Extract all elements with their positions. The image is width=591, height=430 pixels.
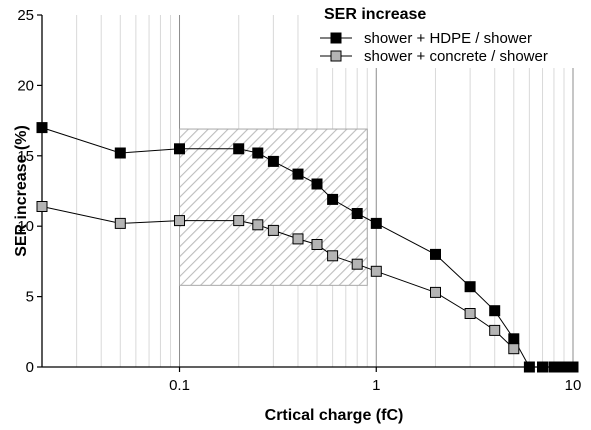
- y-tick-label: 10: [17, 218, 34, 235]
- legend-entry-hdpe: shower + HDPE / shower: [320, 30, 532, 47]
- legend-marker-concrete: [330, 50, 342, 62]
- y-tick-label: 25: [17, 7, 34, 24]
- data-point: [351, 208, 363, 219]
- data-point: [370, 217, 382, 229]
- y-tick-label: 15: [17, 148, 34, 165]
- data-point: [327, 193, 339, 205]
- data-point: [548, 361, 560, 373]
- data-point: [174, 143, 185, 155]
- data-point: [36, 201, 48, 212]
- data-point: [311, 178, 323, 190]
- legend-label-hdpe: shower + HDPE / shower: [364, 30, 532, 47]
- data-point: [233, 215, 245, 227]
- legend-entry-concrete: shower + concrete / shower: [320, 48, 548, 65]
- data-point: [114, 147, 126, 159]
- data-point: [464, 281, 476, 293]
- y-tick-label: 0: [26, 359, 34, 376]
- data-point: [464, 308, 476, 319]
- data-point: [233, 143, 245, 155]
- hatched-region: [179, 128, 368, 286]
- data-point: [292, 168, 304, 180]
- data-point: [114, 217, 126, 229]
- y-tick-label: 5: [26, 289, 34, 306]
- series-0: [36, 122, 579, 373]
- data-point: [252, 147, 264, 159]
- data-point: [351, 258, 363, 270]
- x-tick-label: 1: [372, 377, 380, 394]
- data-point: [537, 361, 548, 373]
- series-plot: [36, 122, 579, 373]
- data-point: [489, 305, 501, 317]
- data-point: [174, 215, 185, 227]
- legend: SER increase shower + HDPE / shower show…: [314, 2, 582, 68]
- data-point: [430, 286, 441, 298]
- data-point: [36, 122, 48, 134]
- x-tick-label: 10: [565, 377, 582, 394]
- data-point: [508, 333, 520, 345]
- data-point: [567, 361, 579, 373]
- x-tick-label: 0.1: [169, 377, 190, 394]
- data-point: [430, 248, 441, 260]
- x-axis-title: Crtical charge (fC): [265, 407, 404, 424]
- y-tick-label: 20: [17, 77, 34, 94]
- data-point: [311, 239, 323, 250]
- legend-background: [314, 2, 582, 68]
- legend-title: SER increase: [324, 6, 426, 23]
- data-point: [370, 265, 382, 277]
- data-point: [489, 324, 501, 336]
- data-point: [267, 224, 279, 236]
- highlight-region: [179, 128, 368, 286]
- legend-marker-hdpe: [330, 32, 342, 44]
- legend-label-concrete: shower + concrete / shower: [364, 48, 548, 65]
- data-point: [267, 155, 279, 167]
- data-point: [292, 233, 304, 245]
- data-point: [327, 250, 339, 262]
- data-point: [252, 219, 264, 231]
- data-point: [523, 361, 535, 373]
- series-1: [36, 201, 520, 355]
- data-point: [508, 343, 520, 355]
- axes: 0 5 10 15 20 25 0.1 1 10: [17, 7, 581, 394]
- y-axis-title: SER increase (%): [13, 125, 30, 257]
